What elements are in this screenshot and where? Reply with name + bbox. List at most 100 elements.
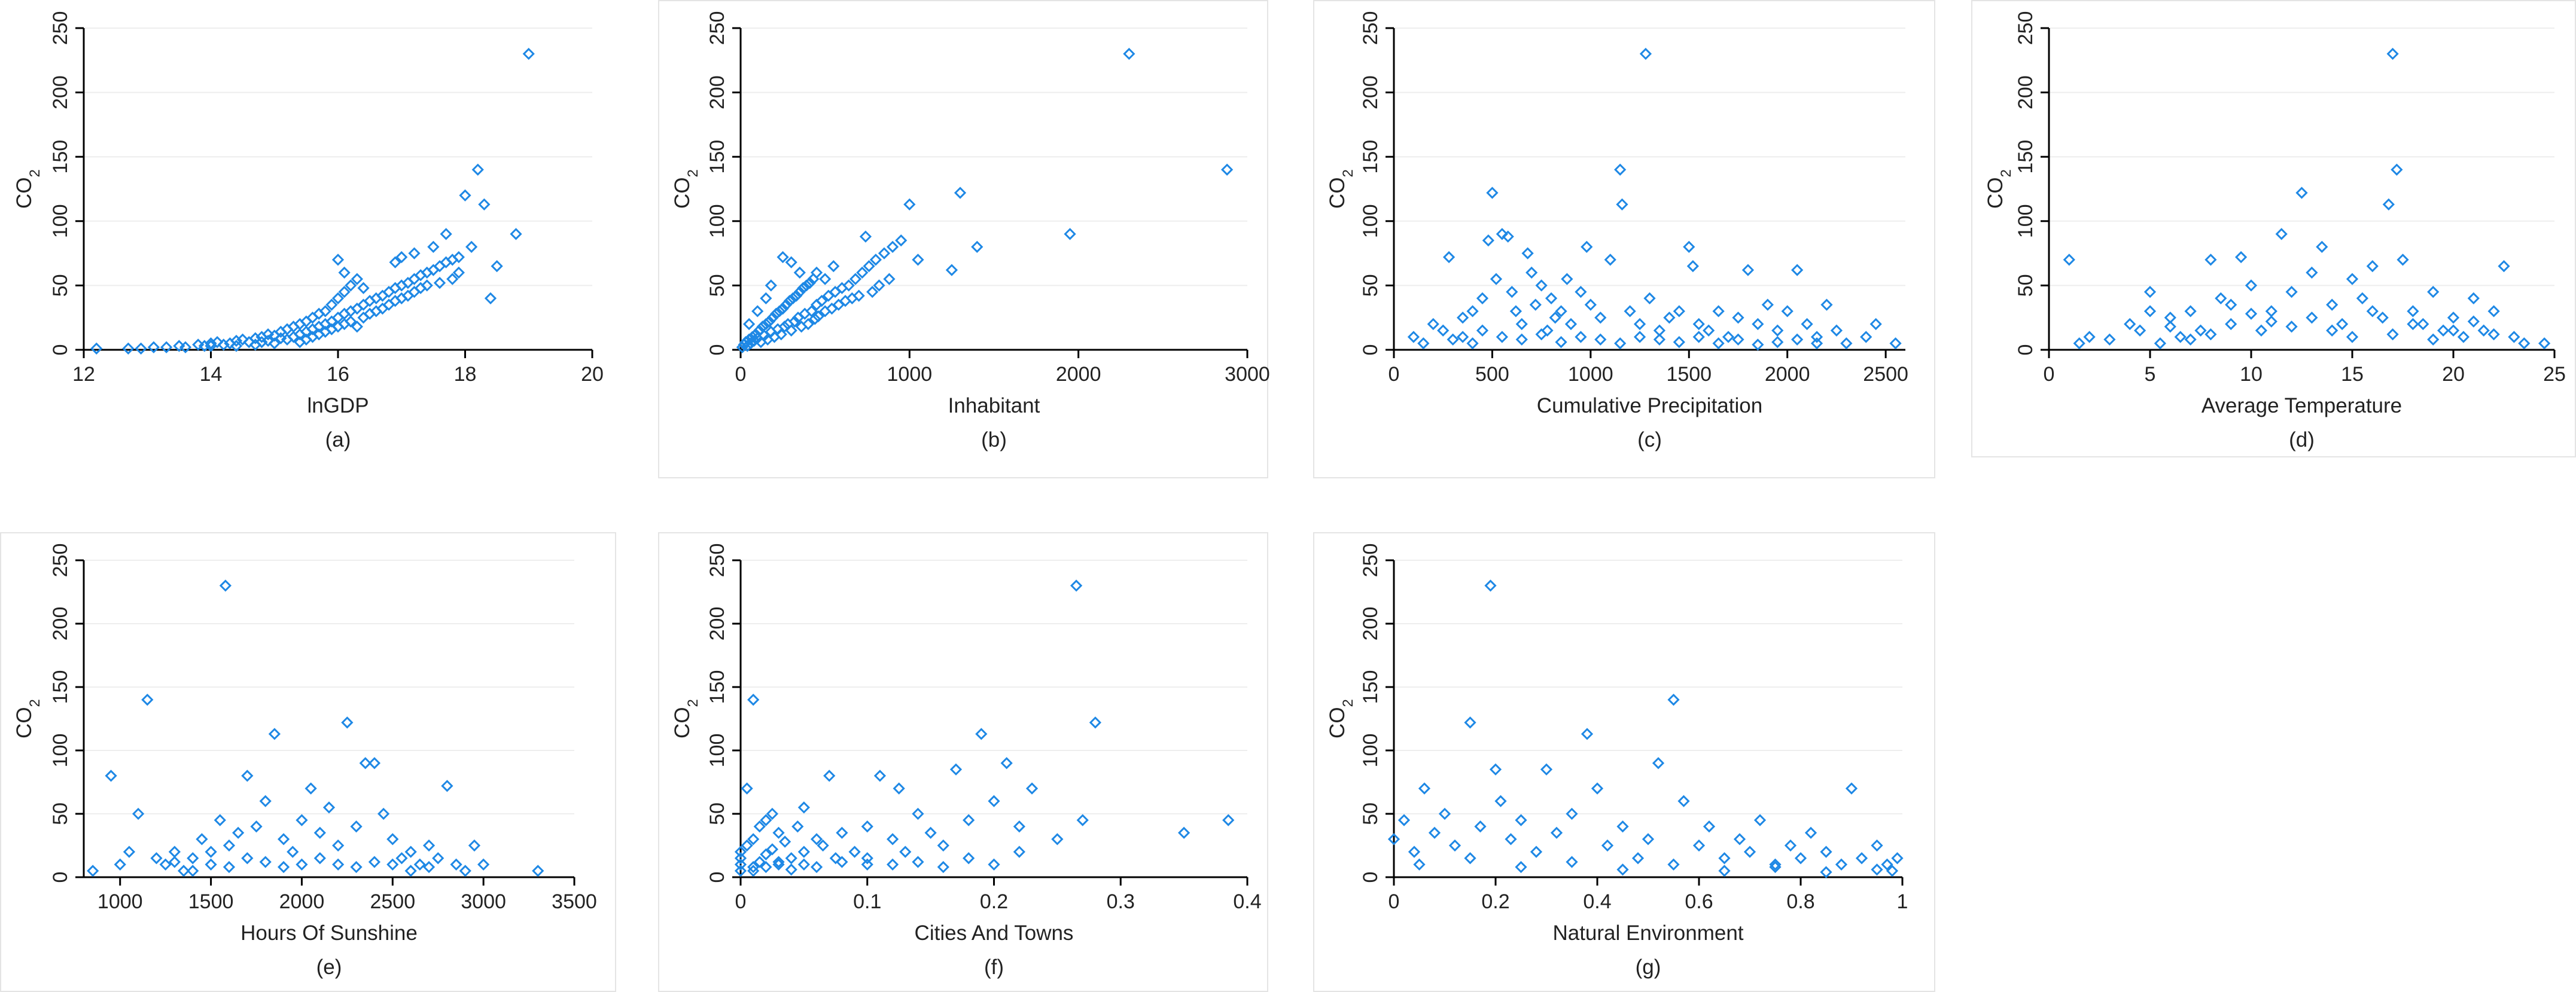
x-tick-label: 3000 xyxy=(461,890,506,913)
data-point xyxy=(160,341,173,353)
data-point xyxy=(332,858,345,871)
data-point xyxy=(1464,852,1476,865)
data-point xyxy=(1482,234,1494,247)
data-point xyxy=(810,833,823,846)
data-point xyxy=(912,856,924,868)
data-point xyxy=(883,273,896,285)
panel-caption: (g) xyxy=(1636,956,1661,979)
data-point xyxy=(522,47,535,60)
panel-g: 0 50 100 150 200 250 0 0.2 0.4 0.6 0.8 1 CO2 Natural … xyxy=(1313,532,1935,992)
data-point xyxy=(2174,331,2187,343)
data-point xyxy=(345,315,357,328)
data-point xyxy=(471,163,484,176)
data-point xyxy=(912,807,924,820)
data-point xyxy=(772,856,785,868)
panel-caption: (c) xyxy=(1637,428,1662,451)
data-point xyxy=(1594,312,1607,324)
data-point xyxy=(790,289,803,302)
data-point xyxy=(1530,846,1543,858)
data-point xyxy=(753,856,766,868)
data-point xyxy=(491,260,503,273)
panel-frame xyxy=(1313,532,1935,992)
data-point xyxy=(1835,858,1848,871)
data-point xyxy=(2143,286,2157,298)
data-point xyxy=(760,848,772,860)
data-point xyxy=(230,334,243,347)
data-point xyxy=(859,230,872,243)
data-point xyxy=(459,865,471,877)
data-point xyxy=(924,826,937,839)
data-point xyxy=(368,757,381,770)
data-point xyxy=(2306,266,2318,279)
data-point xyxy=(2204,254,2217,266)
data-point xyxy=(777,303,789,315)
data-point xyxy=(421,279,433,292)
data-point xyxy=(1476,324,1489,337)
data-point xyxy=(305,782,317,795)
data-point xyxy=(2538,337,2551,350)
data-point xyxy=(1869,318,1882,331)
data-point xyxy=(465,240,478,253)
data-point xyxy=(1484,579,1497,592)
data-point xyxy=(2336,318,2349,331)
x-tick-label: 18 xyxy=(454,363,477,386)
data-point xyxy=(873,770,887,782)
data-point xyxy=(2255,324,2268,337)
x-tick-label: 1500 xyxy=(188,890,234,913)
data-point xyxy=(2508,331,2520,343)
data-point xyxy=(1741,264,1755,276)
data-point xyxy=(809,313,821,325)
data-point xyxy=(1642,833,1655,846)
data-point xyxy=(319,305,331,318)
data-point xyxy=(2316,240,2328,253)
data-point xyxy=(150,852,163,865)
x-tick-label: 0 xyxy=(1389,363,1400,386)
data-point xyxy=(1752,318,1764,331)
data-point xyxy=(803,276,816,289)
data-point xyxy=(1703,820,1716,833)
data-point xyxy=(386,833,399,846)
panel-frame xyxy=(658,0,1268,478)
data-point xyxy=(1509,305,1523,318)
x-tick-label: 1000 xyxy=(887,363,933,386)
data-point xyxy=(214,814,226,826)
panel-e: 0 50 100 150 200 250 1000 1500 2000 2500 3000 3500 C… xyxy=(0,532,616,992)
data-point xyxy=(747,694,760,706)
data-point xyxy=(787,292,799,305)
data-point xyxy=(205,846,217,858)
data-point xyxy=(255,335,268,349)
data-point xyxy=(2275,228,2288,240)
data-point xyxy=(2245,279,2258,292)
x-tick-label: 0 xyxy=(2044,363,2055,386)
x-tick-label: 2500 xyxy=(1863,363,1908,386)
data-point xyxy=(1051,833,1064,846)
data-point xyxy=(147,341,160,353)
data-point xyxy=(395,852,408,865)
data-point xyxy=(1581,240,1593,253)
x-axis-label: Inhabitant xyxy=(948,394,1040,417)
data-point xyxy=(1663,312,1676,324)
data-point xyxy=(866,286,879,298)
y-tick-label: 50 xyxy=(1359,802,1382,825)
y-tick-label: 50 xyxy=(49,802,72,825)
data-point xyxy=(351,321,363,333)
y-tick-label: 150 xyxy=(2014,140,2037,174)
data-point xyxy=(1889,337,1902,350)
panel-frame xyxy=(1313,0,1935,478)
data-point xyxy=(2133,324,2146,337)
data-point xyxy=(1771,324,1784,337)
data-point xyxy=(1417,337,1430,350)
x-tick-label: 15 xyxy=(2341,363,2364,386)
data-point xyxy=(1464,716,1476,729)
data-point xyxy=(187,852,199,865)
data-point xyxy=(2285,286,2298,298)
data-point xyxy=(510,228,522,240)
data-point xyxy=(1871,839,1883,852)
data-point xyxy=(747,833,760,846)
data-point xyxy=(741,839,753,852)
data-point xyxy=(1089,716,1102,729)
data-point xyxy=(1442,251,1456,264)
data-point xyxy=(1683,240,1695,253)
data-point xyxy=(1614,337,1627,350)
